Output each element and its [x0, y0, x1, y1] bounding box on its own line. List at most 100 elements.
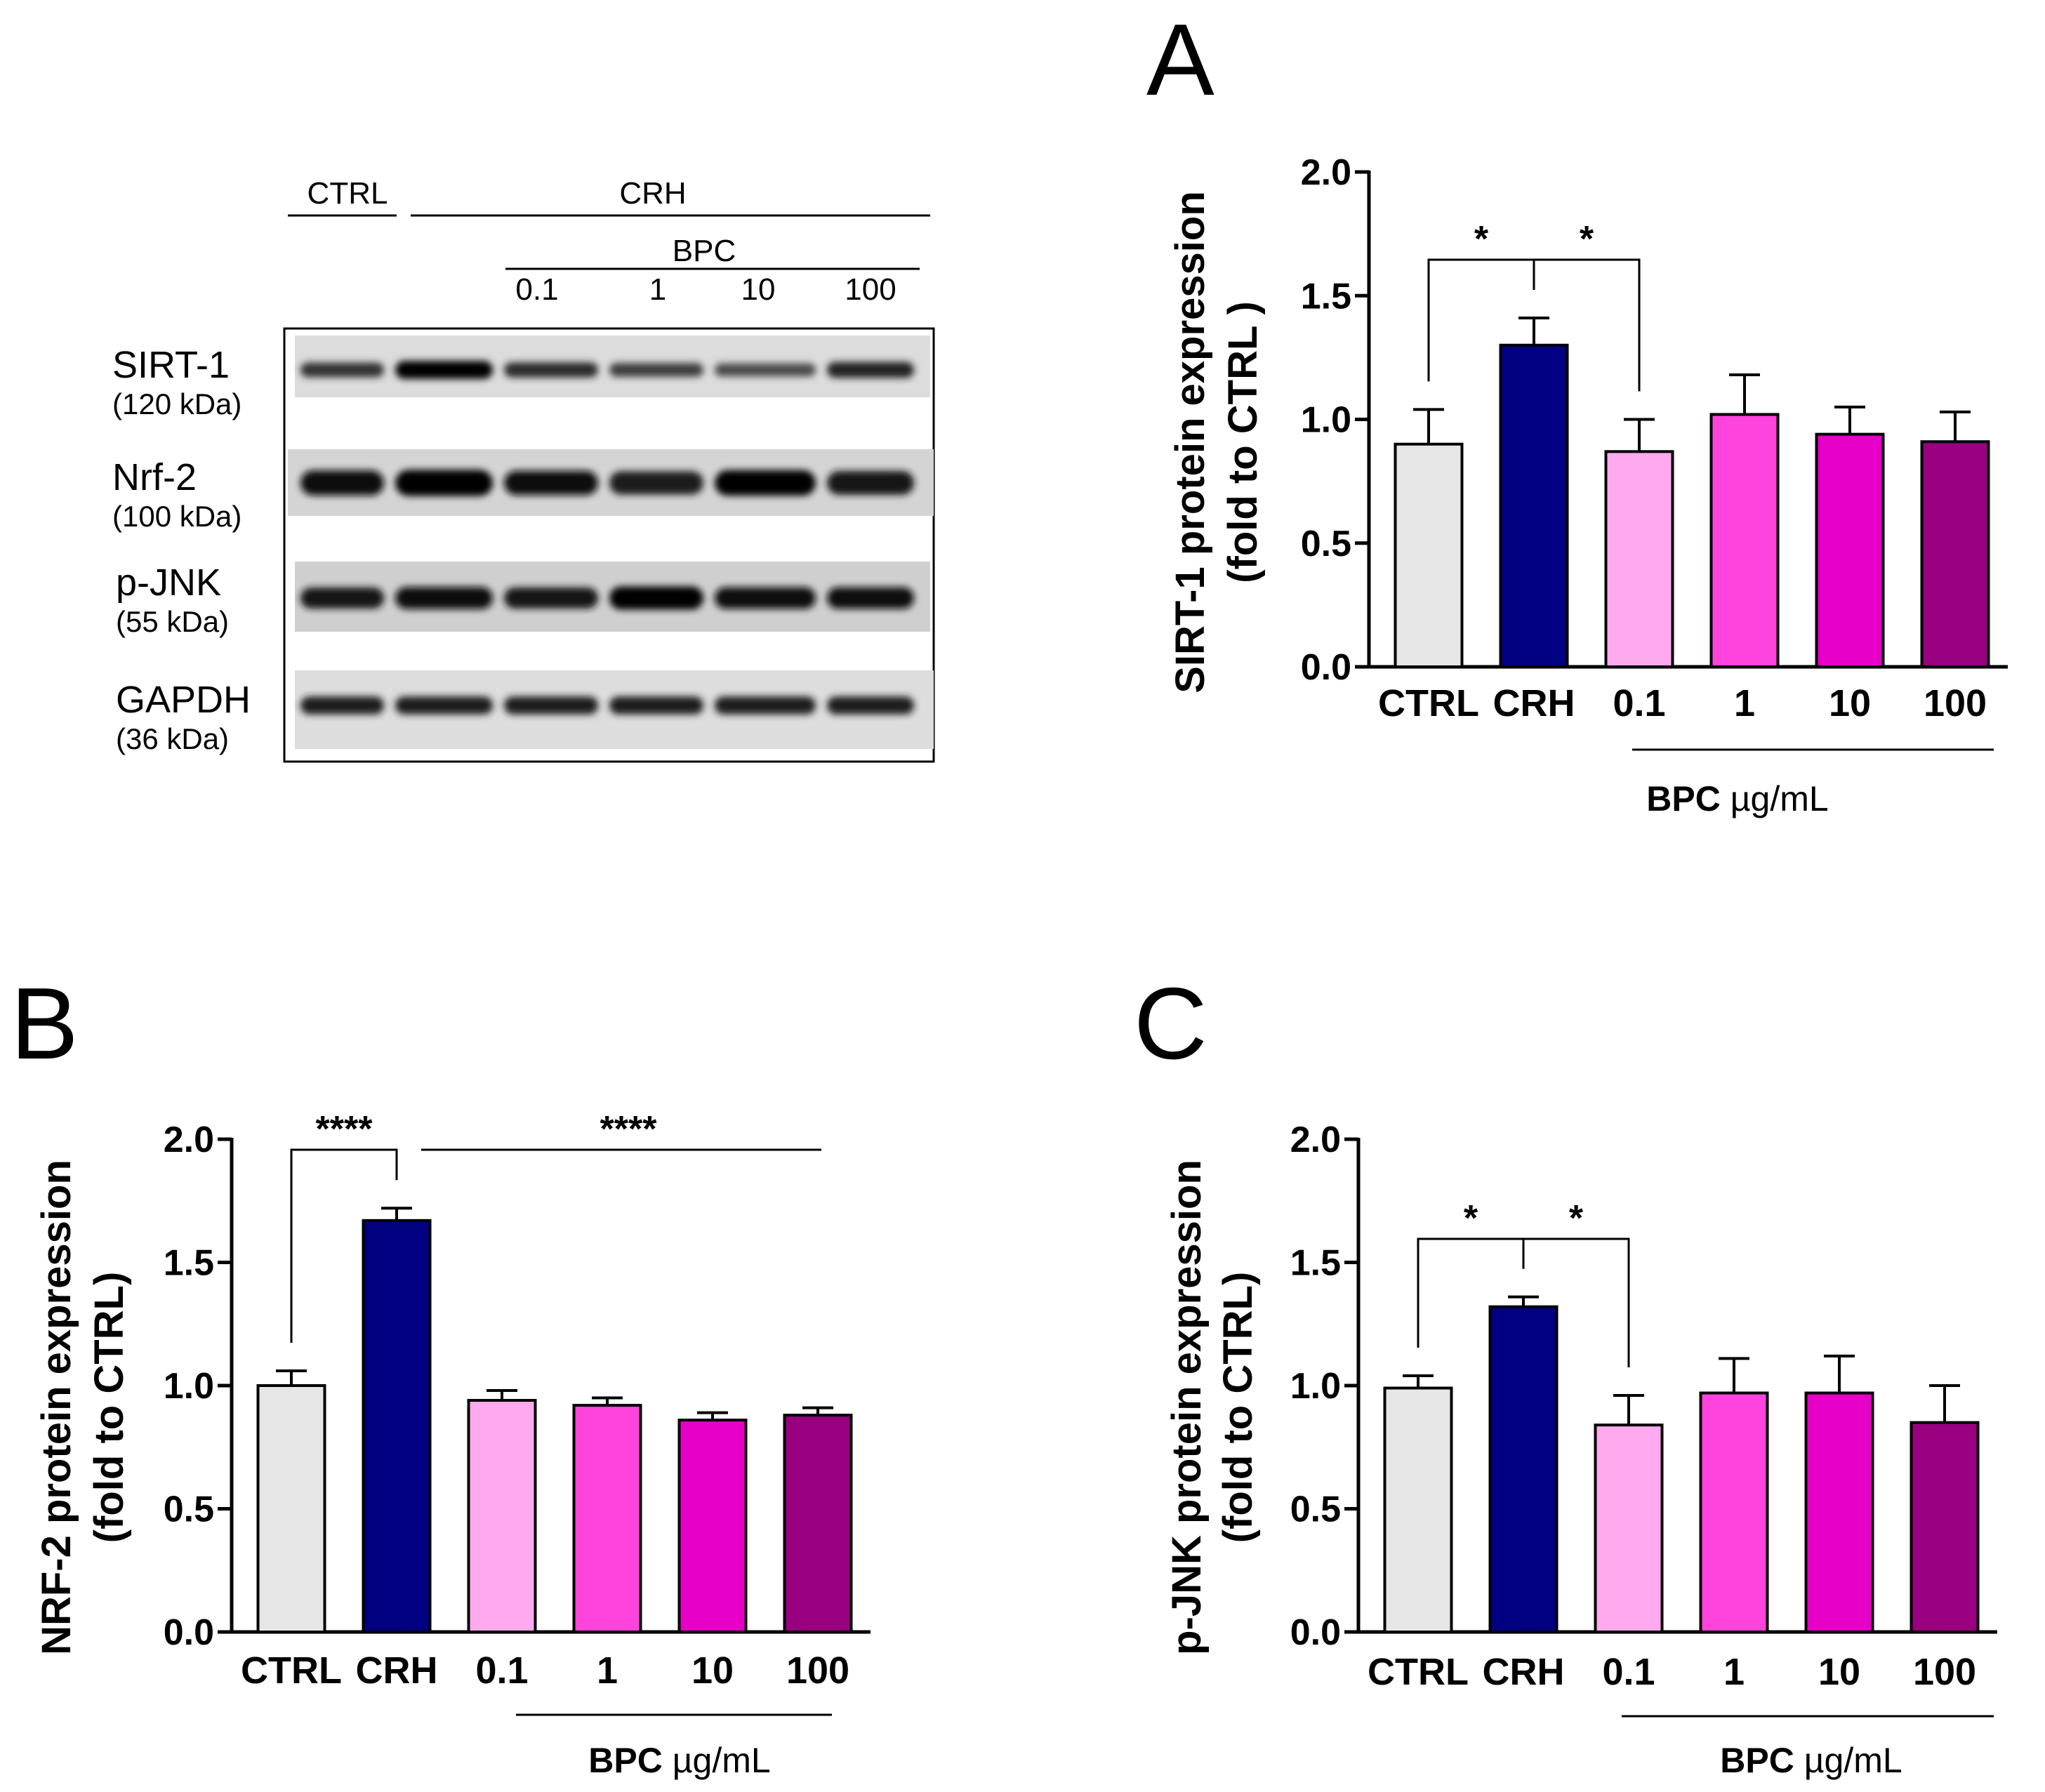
wb-row-kda: (100 kDa): [112, 500, 241, 533]
panel-a: A SIRT-1 protein expression (fold to CTR…: [1146, 3, 2008, 818]
x-tick-label: CTRL: [1378, 682, 1479, 724]
x-tick-label: 1: [1723, 1651, 1745, 1693]
x-tick-label: CRH: [1483, 1651, 1565, 1693]
wb-band: [609, 471, 703, 495]
wb-dose-label: 100: [845, 272, 896, 307]
bar: [362, 1219, 432, 1633]
bar: [1815, 432, 1885, 669]
x-tick-label: CTRL: [241, 1650, 342, 1692]
y-tick-label: 1.5: [1290, 1243, 1341, 1284]
x-axis-label-bpc: BPC: [1720, 1741, 1794, 1780]
x-axis-label-unit: µg/mL: [1730, 779, 1829, 818]
significance-label: *: [1474, 219, 1489, 260]
x-tick-label: CRH: [1493, 682, 1575, 724]
x-tick-label: 10: [1818, 1651, 1860, 1693]
y-tick-label: 0.5: [164, 1489, 214, 1530]
wb-band: [395, 587, 493, 609]
x-tick-label: 100: [1913, 1651, 1976, 1693]
panel-label: C: [1134, 967, 1207, 1080]
wb-dose-label: 10: [741, 272, 776, 307]
x-axis-label: BPC µg/mL: [1720, 1741, 1902, 1780]
significance-label: *: [1569, 1198, 1584, 1239]
bar: [1383, 1386, 1453, 1633]
wb-band: [715, 363, 816, 377]
significance-label: *: [1464, 1198, 1478, 1239]
wb-band: [827, 587, 914, 609]
x-axis-label-bpc: BPC: [1646, 779, 1721, 818]
y-tick-label: 2.0: [1301, 152, 1351, 193]
x-axis-label-unit: µg/mL: [1804, 1741, 1902, 1780]
x-axis-label: BPC µg/mL: [1646, 779, 1828, 818]
wb-band: [609, 586, 703, 610]
bar: [1394, 442, 1464, 668]
plot-area: 0.0 0.5 1.0 1.5 2.0 CTRL CRH 0.1 1 10 100 **** ****: [164, 1109, 871, 1716]
wb-band: [300, 588, 384, 609]
bar: [1594, 1423, 1664, 1634]
y-tick-label: 0.0: [164, 1612, 214, 1653]
plot-area: 0.0 0.5 1.0 1.5 2.0 CTRL CRH 0.1 1 10 100 * *: [1290, 1120, 1997, 1718]
x-axis-label: BPC µg/mL: [588, 1741, 770, 1780]
wb-row-name: GAPDH: [116, 679, 251, 721]
wb-band: [300, 696, 384, 715]
wb-band: [827, 696, 914, 715]
x-axis-label-bpc: BPC: [588, 1741, 663, 1780]
bar: [1699, 1391, 1769, 1634]
significance-label: *: [1580, 219, 1594, 260]
y-tick-label: 0.5: [1301, 524, 1351, 564]
y-axis-label: p-JNK protein expression: [1164, 1160, 1210, 1655]
bar: [572, 1404, 642, 1633]
wb-band: [504, 588, 598, 609]
bar: [467, 1399, 537, 1634]
bar: [1499, 343, 1569, 668]
wb-bands: [300, 361, 914, 715]
bar: [783, 1414, 853, 1633]
plot-area: 0.0 0.5 1.0 1.5 2.0 CTRL CRH 0.1 1 10 100 * *: [1301, 152, 2008, 751]
bar: [1709, 413, 1780, 668]
significance-bracket: [290, 1148, 398, 1343]
panel-label: A: [1146, 3, 1215, 117]
x-axis-label-unit: µg/mL: [673, 1741, 771, 1780]
wb-band: [395, 470, 493, 496]
x-tick-label: 0.1: [475, 1650, 528, 1692]
wb-row-name: p-JNK: [116, 562, 221, 604]
western-blot: CTRL CRH BPC 0.1 1 10 100 SIRT-1 (120 kD…: [112, 176, 935, 763]
y-axis-label: SIRT-1 protein expression: [1167, 191, 1213, 693]
bar: [1910, 1421, 1980, 1634]
wb-band: [715, 696, 816, 715]
wb-band: [504, 696, 598, 715]
wb-band: [395, 696, 493, 715]
wb-band: [300, 470, 384, 496]
y-tick-label: 0.0: [1301, 647, 1351, 688]
y-axis-label-sub: (fold to CTRL): [1215, 1272, 1261, 1544]
wb-band: [504, 470, 598, 496]
x-tick-label: 100: [786, 1650, 849, 1692]
wb-band: [715, 470, 816, 496]
bar: [1488, 1305, 1558, 1634]
y-axis-label-sub: (fold to CTRL ): [1220, 301, 1266, 583]
bar: [1920, 440, 1990, 668]
wb-band: [504, 362, 598, 378]
panel-c: C p-JNK protein expression (fold to CTRL…: [1134, 967, 1997, 1780]
x-tick-label: 0.1: [1613, 682, 1665, 724]
wb-row-kda: (55 kDa): [116, 605, 229, 638]
x-tick-label: 1: [597, 1650, 618, 1692]
x-tick-label: 0.1: [1602, 1651, 1655, 1693]
wb-row-name: Nrf-2: [112, 456, 197, 498]
y-tick-label: 1.5: [164, 1243, 214, 1284]
y-tick-label: 1.5: [1301, 276, 1351, 317]
wb-band: [827, 471, 914, 495]
wb-row-kda: (36 kDa): [116, 722, 229, 755]
wb-row-name: SIRT-1: [112, 344, 230, 386]
significance-label: ****: [600, 1109, 658, 1150]
wb-dose-label: 1: [649, 272, 666, 307]
x-tick-label: 10: [1829, 682, 1871, 724]
x-tick-label: 10: [691, 1650, 734, 1692]
y-tick-label: 0.5: [1290, 1489, 1341, 1530]
wb-group-bpc: BPC: [673, 234, 736, 268]
bar: [677, 1419, 748, 1633]
y-tick-label: 1.0: [1301, 400, 1351, 441]
panel-label: B: [11, 967, 79, 1080]
x-tick-label: CTRL: [1368, 1651, 1469, 1693]
wb-band: [827, 361, 914, 378]
